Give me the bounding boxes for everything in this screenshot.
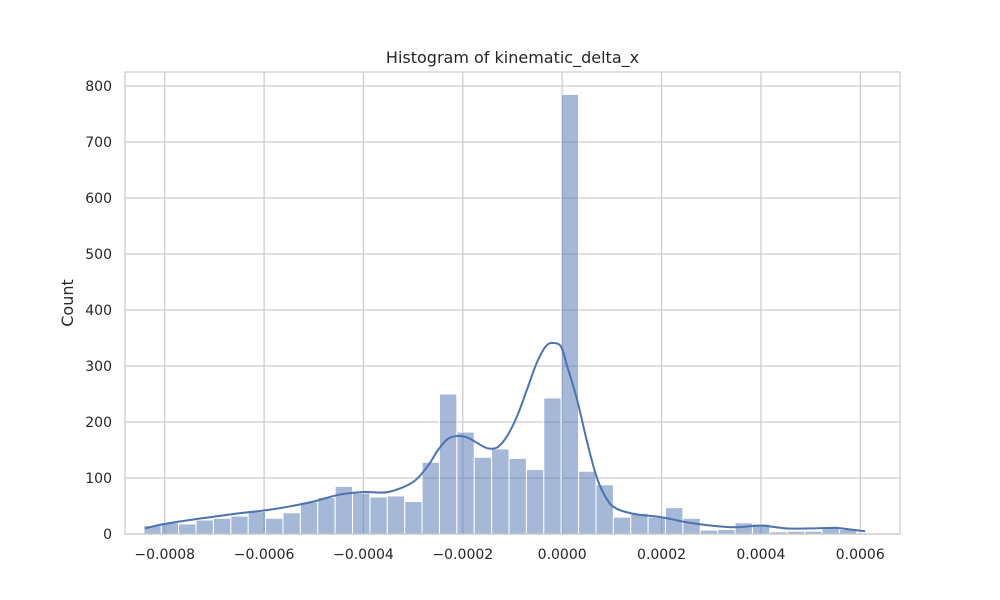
- y-tick-label: 200: [85, 415, 112, 431]
- x-tick-label: 0.0002: [637, 547, 686, 563]
- histogram-bar: [439, 394, 456, 534]
- histogram-bar: [422, 462, 439, 534]
- histogram-bar: [526, 470, 543, 534]
- histogram-bar: [735, 523, 752, 534]
- histogram-bar: [596, 485, 613, 534]
- x-tick-label: −0.0008: [134, 547, 195, 563]
- y-tick-labels: 0 100 200 300 400 500 600 700 800: [85, 79, 112, 543]
- histogram-bar: [544, 398, 561, 534]
- y-tick-label: 300: [85, 359, 112, 375]
- y-tick-label: 800: [85, 79, 112, 95]
- y-tick-label: 500: [85, 247, 112, 263]
- histogram-bar: [179, 524, 196, 534]
- y-tick-label: 600: [85, 191, 112, 207]
- histogram-bar: [579, 471, 596, 534]
- histogram-bar: [613, 517, 630, 534]
- histogram-bar: [387, 496, 404, 534]
- histogram-bar: [405, 502, 422, 534]
- histogram-bar: [718, 530, 735, 534]
- histogram-bar: [300, 502, 317, 534]
- histogram-bar: [492, 449, 509, 534]
- x-tick-label: 0.0006: [836, 547, 885, 563]
- histogram-bar: [683, 518, 700, 534]
- histogram-bar: [248, 512, 265, 534]
- y-tick-label: 400: [85, 303, 112, 319]
- histogram-bar: [509, 458, 526, 534]
- histogram-bar: [474, 457, 491, 534]
- histogram-bar: [266, 518, 283, 534]
- y-tick-label: 100: [85, 471, 112, 487]
- histogram-bars: [144, 94, 857, 534]
- x-tick-label: −0.0002: [432, 547, 493, 563]
- histogram-bar: [370, 497, 387, 534]
- histogram-bar: [231, 516, 248, 534]
- chart-title: Histogram of kinematic_delta_x: [386, 48, 639, 68]
- histogram-bar: [318, 498, 335, 534]
- y-tick-label: 0: [103, 527, 112, 543]
- histogram-bar: [648, 517, 665, 534]
- x-tick-label: 0.0000: [538, 547, 587, 563]
- x-tick-label: 0.0004: [736, 547, 785, 563]
- y-tick-label: 700: [85, 135, 112, 151]
- x-tick-label: −0.0004: [333, 547, 394, 563]
- x-tick-labels: −0.0008 −0.0006 −0.0004 −0.0002 0.0000 0.0002…: [134, 547, 884, 563]
- histogram-bar: [283, 513, 300, 534]
- y-axis-label: Count: [58, 279, 77, 327]
- histogram-bar: [561, 94, 578, 534]
- histogram-bar: [353, 493, 370, 534]
- histogram-bar: [196, 520, 213, 534]
- histogram-bar: [213, 518, 230, 534]
- histogram-bar: [457, 432, 474, 534]
- x-tick-label: −0.0006: [234, 547, 295, 563]
